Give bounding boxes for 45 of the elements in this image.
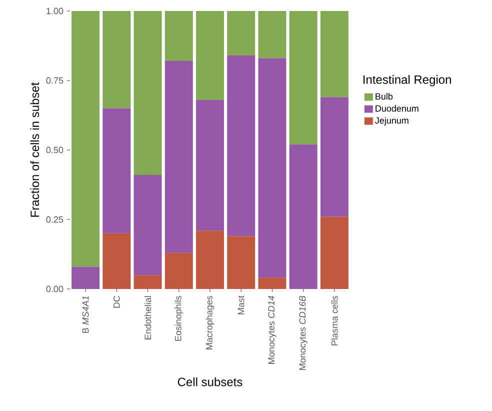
bar <box>102 108 131 234</box>
legend-label: Jejunum <box>375 117 408 126</box>
y-tick-label: 0.75 <box>46 77 64 84</box>
y-tick-label: 0.00 <box>46 286 64 292</box>
bar <box>164 10 193 62</box>
bar <box>320 10 348 98</box>
x-tick-label: B MS4A1 <box>82 296 89 333</box>
bar <box>258 278 286 289</box>
bar <box>72 10 100 267</box>
x-tick-label: Eosinophils <box>174 296 184 341</box>
x-tick-label: DC <box>113 296 120 308</box>
bar <box>227 55 256 236</box>
x-axis-title: Cell subsets <box>178 377 242 386</box>
x-tick-label: Plasma cells <box>331 296 338 346</box>
bar <box>258 58 286 278</box>
bar <box>134 275 162 289</box>
x-tick-label: Endothelial <box>144 296 152 340</box>
bar <box>196 100 224 231</box>
bar <box>134 10 162 176</box>
y-tick-label: 0.25 <box>46 216 64 223</box>
y-tick-label: 0.50 <box>46 146 64 154</box>
bar <box>320 97 348 217</box>
y-tick-label: 1.00 <box>46 8 64 14</box>
y-axis-title: Fraction of cells in subset <box>30 82 40 217</box>
bar <box>289 10 318 144</box>
bar <box>289 144 318 289</box>
bar <box>320 216 348 289</box>
bar <box>102 10 131 108</box>
bar <box>72 266 100 289</box>
x-tick-label: Monocytes CD16B <box>299 296 308 370</box>
legend-label: Duodenum <box>376 105 418 112</box>
bar <box>196 10 224 100</box>
bar <box>134 175 162 276</box>
x-tick-label: Monocytes CD14 <box>268 296 276 364</box>
x-tick-label: Mast <box>238 296 244 314</box>
bar <box>102 233 131 289</box>
bar <box>164 252 193 289</box>
bar <box>196 230 224 289</box>
bar <box>227 236 256 289</box>
bar <box>227 10 256 56</box>
bar <box>258 10 286 58</box>
legend-label: Bulb <box>376 93 393 100</box>
bar <box>164 61 193 253</box>
legend-title: Intestinal Region <box>364 75 451 86</box>
x-tick-label: Macrophages <box>206 296 214 350</box>
